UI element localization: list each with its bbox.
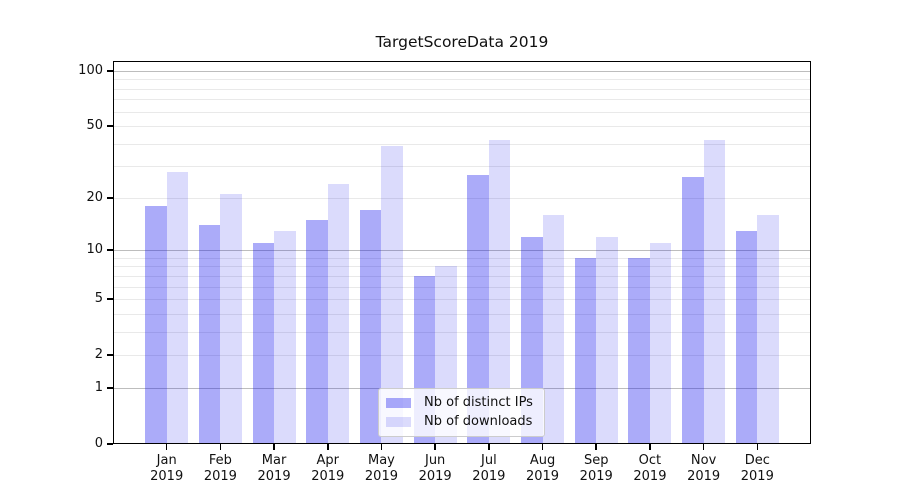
y-tick-label-5: 5 xyxy=(94,291,103,307)
bar-downloads-aug xyxy=(542,214,565,444)
y-tick-20 xyxy=(107,197,113,199)
bar-ips-may xyxy=(359,210,382,444)
x-tick-label-feb: Feb 2019 xyxy=(203,453,237,484)
bar-downloads-apr xyxy=(327,183,350,444)
y-tick-label-50: 50 xyxy=(86,118,103,134)
x-tick-label-nov: Nov 2019 xyxy=(687,453,721,484)
minor-gridline-90 xyxy=(113,79,811,81)
x-tick-label-may: May 2019 xyxy=(364,453,398,484)
x-tick-label-jan: Jan 2019 xyxy=(150,453,184,484)
minor-gridline-5 xyxy=(113,299,811,301)
y-tick-100 xyxy=(107,70,113,72)
x-tick-label-oct: Oct 2019 xyxy=(633,453,667,484)
minor-gridline-80 xyxy=(113,88,811,90)
y-tick-label-20: 20 xyxy=(86,189,103,205)
x-tick-jun xyxy=(434,444,436,450)
minor-gridline-70 xyxy=(113,99,811,101)
minor-gridline-30 xyxy=(113,166,811,168)
bar-ips-oct xyxy=(628,257,650,444)
bar-downloads-jan xyxy=(166,171,189,444)
y-tick-5 xyxy=(107,298,113,300)
legend-swatch-distinct-ips xyxy=(386,397,411,409)
bar-ips-feb xyxy=(198,225,221,444)
bar-downloads-sep xyxy=(596,236,618,444)
y-tick-label-2: 2 xyxy=(94,347,103,363)
bar-downloads-mar xyxy=(274,230,296,444)
y-tick-label-0: 0 xyxy=(94,436,103,451)
bar-downloads-oct xyxy=(649,243,672,444)
x-tick-may xyxy=(380,444,383,450)
x-tick-feb xyxy=(219,444,222,450)
x-tick-label-jun: Jun 2019 xyxy=(418,453,452,484)
minor-gridline-40 xyxy=(113,143,811,145)
bar-ips-nov xyxy=(682,177,704,444)
x-tick-label-mar: Mar 2019 xyxy=(257,453,291,484)
legend-item-distinct-ips: Nb of distinct IPs xyxy=(386,396,537,410)
bar-downloads-jul xyxy=(488,139,511,444)
legend-swatch-downloads xyxy=(386,416,411,428)
bar-downloads-nov xyxy=(703,139,726,444)
minor-gridline-9 xyxy=(113,257,811,259)
x-tick-label-sep: Sep 2019 xyxy=(579,453,613,484)
chart-title: TargetScoreData 2019 xyxy=(375,33,549,51)
bar-downloads-dec xyxy=(757,214,779,444)
x-tick-jul xyxy=(488,444,490,450)
bar-ips-sep xyxy=(574,257,597,444)
x-tick-nov xyxy=(702,444,705,450)
major-gridline-100 xyxy=(113,70,811,72)
minor-gridline-7 xyxy=(113,275,811,277)
x-tick-label-apr: Apr 2019 xyxy=(311,453,345,484)
minor-gridline-4 xyxy=(113,313,811,315)
bar-ips-apr xyxy=(306,219,328,444)
x-tick-oct xyxy=(649,444,651,450)
x-tick-jan xyxy=(165,444,168,450)
plot-area xyxy=(113,61,811,444)
x-tick-dec xyxy=(756,444,759,450)
y-tick-10 xyxy=(107,249,113,251)
y-tick-0 xyxy=(107,443,113,445)
legend-label-distinct-ips: Nb of distinct IPs xyxy=(424,395,533,410)
x-tick-aug xyxy=(541,444,544,450)
minor-gridline-6 xyxy=(113,286,811,288)
y-tick-label-100: 100 xyxy=(78,62,103,78)
minor-gridline-60 xyxy=(113,111,811,113)
y-tick-label-10: 10 xyxy=(86,242,103,258)
bar-downloads-feb xyxy=(220,194,242,444)
y-tick-label-1: 1 xyxy=(94,379,103,395)
y-tick-2 xyxy=(107,354,113,356)
x-tick-label-aug: Aug 2019 xyxy=(525,453,560,484)
y-tick-50 xyxy=(107,125,113,127)
x-tick-label-jul: Jul 2019 xyxy=(472,453,506,484)
legend-label-downloads: Nb of downloads xyxy=(424,414,533,429)
x-tick-label-dec: Dec 2019 xyxy=(740,453,774,484)
legend-item-downloads: Nb of downloads xyxy=(386,415,537,429)
bar-ips-dec xyxy=(735,230,758,444)
minor-gridline-8 xyxy=(113,266,811,268)
minor-gridline-2 xyxy=(113,355,811,357)
major-gridline-10 xyxy=(113,250,811,252)
x-tick-apr xyxy=(327,444,329,450)
bar-ips-jul xyxy=(467,174,489,444)
bar-downloads-may xyxy=(381,145,403,444)
minor-gridline-50 xyxy=(113,126,811,128)
bar-ips-jan xyxy=(145,205,167,444)
legend: Nb of distinct IPs Nb of downloads xyxy=(378,388,545,437)
minor-gridline-20 xyxy=(113,197,811,199)
bar-ips-mar xyxy=(252,243,275,444)
x-tick-mar xyxy=(273,444,275,450)
minor-gridline-3 xyxy=(113,331,811,333)
x-tick-sep xyxy=(595,444,597,450)
y-tick-1 xyxy=(107,387,113,389)
